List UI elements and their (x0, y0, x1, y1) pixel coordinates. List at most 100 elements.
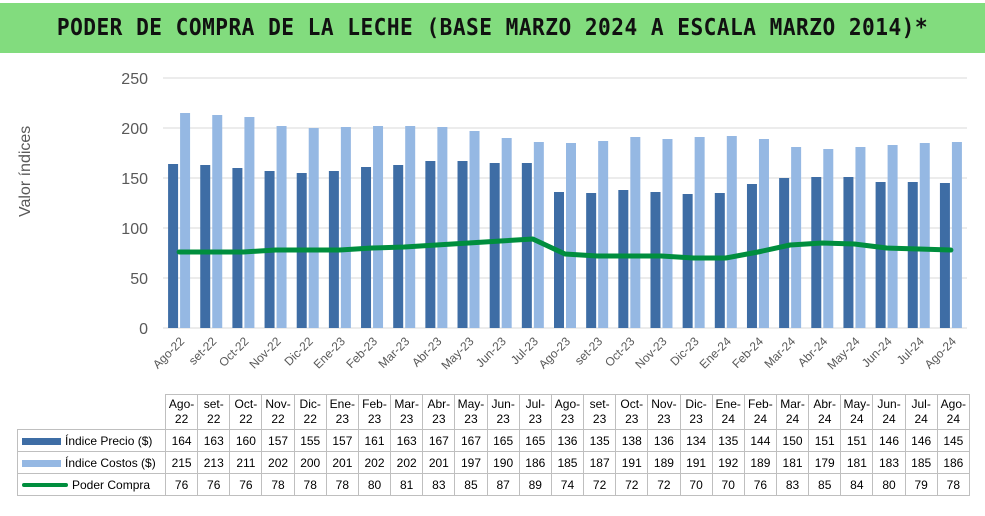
table-cell: 134 (679, 429, 713, 452)
data-table: Ago- 22 set- 22 Oct- 22 Nov- 22 Dic- 22 Ene- 23 Feb-… (17, 394, 970, 496)
table-cell: 80 (357, 473, 392, 496)
table-cell: 201 (325, 451, 359, 474)
table-cell: 81 (390, 473, 424, 496)
table-cell: 167 (454, 429, 488, 452)
table-cell: 150 (775, 429, 810, 452)
x-tick-label: Ago-22 (150, 334, 187, 371)
bar-indice-costos (823, 149, 834, 328)
bar-indice-costos (662, 139, 673, 328)
table-header-cell: May- 24 (840, 394, 874, 430)
bar-indice-precio (200, 165, 211, 328)
x-tick-label: Ago-23 (536, 334, 573, 371)
x-tick-label: Ene-24 (697, 334, 734, 371)
table-cell: 179 (808, 451, 842, 474)
bar-indice-costos (630, 137, 641, 328)
table-header-cell: Ago- 22 (164, 394, 199, 430)
table-cell: 185 (904, 451, 938, 474)
table-cell: 165 (486, 429, 520, 452)
table-header-row: Ago- 22 set- 22 Oct- 22 Nov- 22 Dic- 22 Ene- 23 Feb-… (17, 394, 970, 430)
x-tick-label: set-23 (572, 334, 606, 368)
table-header-cell: Mar- 23 (390, 394, 424, 430)
table-cell: 83 (422, 473, 456, 496)
chart-title: PODER DE COMPRA DE LA LECHE (BASE MARZO … (56, 15, 929, 41)
table-cell: 157 (261, 429, 295, 452)
y-tick-label: 0 (139, 321, 148, 338)
line-poder-compra (176, 236, 954, 261)
y-tick-label: 50 (130, 271, 148, 288)
bar-indice-precio (746, 184, 757, 328)
bar-indice-precio (554, 192, 564, 328)
table-cell: 135 (711, 429, 745, 452)
bar-indice-precio (489, 163, 500, 328)
bar-indice-costos (919, 143, 930, 328)
table-cell: 186 (936, 451, 970, 474)
table-header-cell: Feb- 23 (357, 394, 392, 430)
bar-indice-precio (618, 190, 629, 328)
bar-indice-costos (951, 142, 962, 328)
bar-indice-precio (907, 182, 918, 328)
bar-indice-precio (232, 168, 243, 328)
table-header-cell: Nov- 22 (261, 394, 295, 430)
bar-indice-costos (180, 113, 191, 328)
x-tick-label: Oct-22 (216, 334, 252, 370)
table-cell: 79 (904, 473, 938, 496)
x-tick-label: May-23 (438, 334, 476, 372)
table-cell: 161 (357, 429, 392, 452)
table-cell: 70 (679, 473, 713, 496)
bar-indice-costos (340, 127, 351, 328)
title-banner: PODER DE COMPRA DE LA LECHE (BASE MARZO … (0, 3, 985, 53)
table-row: Índice Costos ($) 215 213 211 202 200 201 202 20… (17, 451, 970, 474)
bar-indice-costos (726, 136, 737, 328)
table-cell: 85 (454, 473, 488, 496)
table-cell: 213 (197, 451, 231, 474)
x-tick-label: Feb-24 (729, 334, 766, 371)
bar-indice-precio (843, 177, 854, 328)
y-tick-label: 250 (121, 71, 148, 88)
table-cell: 191 (615, 451, 649, 474)
table-cell: 164 (164, 429, 199, 452)
table-cell: 191 (679, 451, 713, 474)
legend-entry: Índice Costos ($) (17, 451, 166, 474)
table-header-cell: May- 23 (454, 394, 488, 430)
table-cell: 78 (293, 473, 327, 496)
x-tick-label: Dic-22 (281, 334, 316, 369)
bar-indice-costos (758, 139, 769, 328)
table-cell: 157 (325, 429, 359, 452)
table-cell: 146 (872, 429, 906, 452)
x-tick-label: May-24 (824, 334, 862, 372)
table-cell: 202 (357, 451, 392, 474)
table-header-cell: Ene- 23 (325, 394, 359, 430)
table-cell: 155 (293, 429, 327, 452)
table-cell: 151 (840, 429, 874, 452)
series-name: Índice Precio ($) (65, 433, 153, 448)
table-cell: 197 (454, 451, 488, 474)
table-cell: 78 (936, 473, 970, 496)
y-tick-label: 150 (121, 171, 148, 188)
table-cell: 76 (229, 473, 263, 496)
y-tick-label: 200 (121, 121, 148, 138)
table-cell: 163 (390, 429, 424, 452)
table-header-cell: Ene- 24 (711, 394, 745, 430)
table-header-cell: Feb- 24 (743, 394, 777, 430)
series-name: Índice Costos ($) (65, 455, 156, 470)
series-name: Poder Compra (72, 477, 151, 492)
bar-indice-costos (244, 117, 255, 328)
table-cell: 215 (164, 451, 199, 474)
table-corner (17, 394, 166, 430)
table-row: Índice Precio ($) 164 163 160 157 155 157 161 16… (17, 429, 970, 452)
table-cell: 136 (550, 429, 585, 452)
table-cell: 163 (197, 429, 231, 452)
bar-indice-costos (855, 147, 866, 328)
table-header-cell: Jun- 23 (486, 394, 520, 430)
bar-indice-costos (694, 137, 705, 328)
x-tick-label: set-22 (186, 334, 220, 368)
bar-indice-costos (469, 131, 480, 328)
table-cell: 135 (583, 429, 617, 452)
bar-indice-costos (501, 138, 512, 328)
chart-plot: 050100150200250Ago-22set-22Oct-22Nov-22D… (121, 71, 967, 372)
x-tick-label: Dic-23 (667, 334, 702, 369)
table-cell: 167 (422, 429, 456, 452)
bar-indice-precio (682, 194, 693, 328)
table-header-cell: Nov- 23 (647, 394, 681, 430)
table-header-cell: set- 23 (583, 394, 617, 430)
